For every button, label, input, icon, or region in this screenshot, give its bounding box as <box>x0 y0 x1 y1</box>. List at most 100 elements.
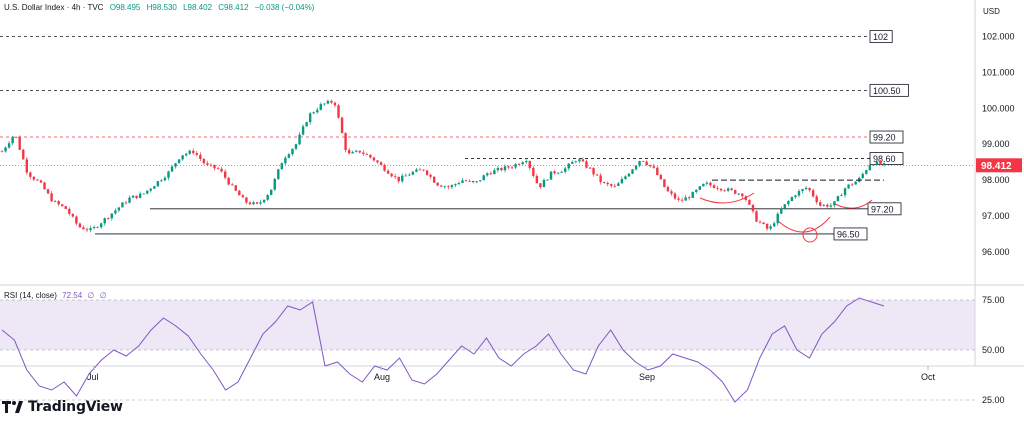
candle-body <box>262 199 266 203</box>
candle-body <box>365 153 369 155</box>
candle-body <box>308 113 312 123</box>
candle-body <box>620 178 624 184</box>
candle-body <box>826 204 829 207</box>
candle-body <box>868 165 872 171</box>
candle-body <box>146 190 149 194</box>
time-axis-label: Jul <box>87 372 99 382</box>
candle-body <box>723 190 726 192</box>
tradingview-logo-icon <box>2 401 23 413</box>
candle-body <box>358 150 361 153</box>
candle-body <box>422 169 425 171</box>
candle-body <box>252 202 255 205</box>
candle-body <box>617 183 620 186</box>
candle-body <box>542 179 546 188</box>
candle-body <box>411 171 415 175</box>
candle-body <box>748 199 751 205</box>
candle-body <box>305 122 308 127</box>
candle-body <box>755 211 758 222</box>
candle-body <box>571 161 574 164</box>
candle-body <box>815 196 818 203</box>
candle-body <box>486 173 489 176</box>
candle-body <box>539 183 542 188</box>
candle-body <box>790 197 794 202</box>
candle-body <box>702 183 705 187</box>
candle-body <box>291 148 294 155</box>
tradingview-logo[interactable]: TradingView <box>2 399 123 415</box>
level-label-box <box>867 202 902 216</box>
candle-body <box>177 159 181 164</box>
candle-body <box>18 137 21 150</box>
high-value: H98.530 <box>146 3 177 12</box>
candle-body <box>369 154 372 158</box>
candle-body <box>794 195 797 198</box>
candle-body <box>613 185 616 187</box>
candle-body <box>440 185 443 187</box>
price-axis-label: 96.000 <box>982 247 1010 257</box>
candle-body <box>202 158 206 164</box>
candle-body <box>149 188 152 191</box>
candle-body <box>39 180 43 183</box>
candle-body <box>808 187 811 191</box>
rsi-axis-label: 50.00 <box>982 345 1005 355</box>
level-label-box <box>869 130 904 144</box>
candle-body <box>507 166 510 168</box>
candle-body <box>390 173 393 177</box>
rsi-label[interactable]: RSI (14, close) <box>4 291 57 300</box>
candle-body <box>57 201 60 205</box>
candle-body <box>592 168 595 175</box>
candle-body <box>680 199 684 201</box>
candle-body <box>819 202 822 206</box>
candle-body <box>245 197 248 203</box>
candle-body <box>503 166 507 171</box>
candle-body <box>822 204 825 206</box>
tradingview-logo-text: TradingView <box>28 399 123 415</box>
candle-body <box>280 163 284 170</box>
candle-body <box>89 228 92 231</box>
currency-label[interactable]: USD <box>983 7 1000 16</box>
open-value: O98.495 <box>109 3 141 12</box>
candle-body <box>241 195 245 198</box>
candle-body <box>468 180 471 182</box>
right-shoulder-arc <box>834 199 873 209</box>
candle-body <box>138 193 142 198</box>
candle-body <box>294 144 298 149</box>
level-label: 100.50 <box>873 86 901 96</box>
candle-body <box>259 202 262 204</box>
candle-body <box>376 160 379 163</box>
change-value: −0.038 (−0.04%) <box>254 3 315 12</box>
candle-body <box>475 181 478 183</box>
candle-body <box>372 157 376 161</box>
candle-body <box>68 208 71 214</box>
candle-body <box>408 174 411 176</box>
candle-body <box>188 150 191 154</box>
candle-body <box>181 155 184 160</box>
candle-body <box>882 163 886 165</box>
candle-body <box>705 182 709 184</box>
candle-body <box>581 159 585 162</box>
candle-body <box>436 182 439 186</box>
candle-body <box>670 191 673 194</box>
candle-body <box>776 213 779 224</box>
candle-body <box>4 147 7 152</box>
candle-body <box>666 187 670 192</box>
candle-body <box>61 204 64 207</box>
candle-body <box>92 227 96 229</box>
candle-body <box>624 176 627 179</box>
last-price-tag <box>976 158 1022 173</box>
candle-body <box>843 188 847 196</box>
candle-body <box>875 161 879 165</box>
price-axis-label: 99.000 <box>982 139 1010 149</box>
candle-body <box>170 166 174 172</box>
symbol-label[interactable]: U.S. Dollar Index · 4h · TVC <box>4 3 104 12</box>
candle-body <box>124 202 128 204</box>
candle-body <box>142 193 145 195</box>
candle-body <box>836 196 840 202</box>
candle-body <box>510 167 514 169</box>
candle-body <box>567 163 570 169</box>
candle-body <box>82 227 85 230</box>
candle-body <box>698 186 702 190</box>
candle-body <box>333 102 337 106</box>
candle-body <box>457 182 461 185</box>
candle-body <box>163 177 167 181</box>
